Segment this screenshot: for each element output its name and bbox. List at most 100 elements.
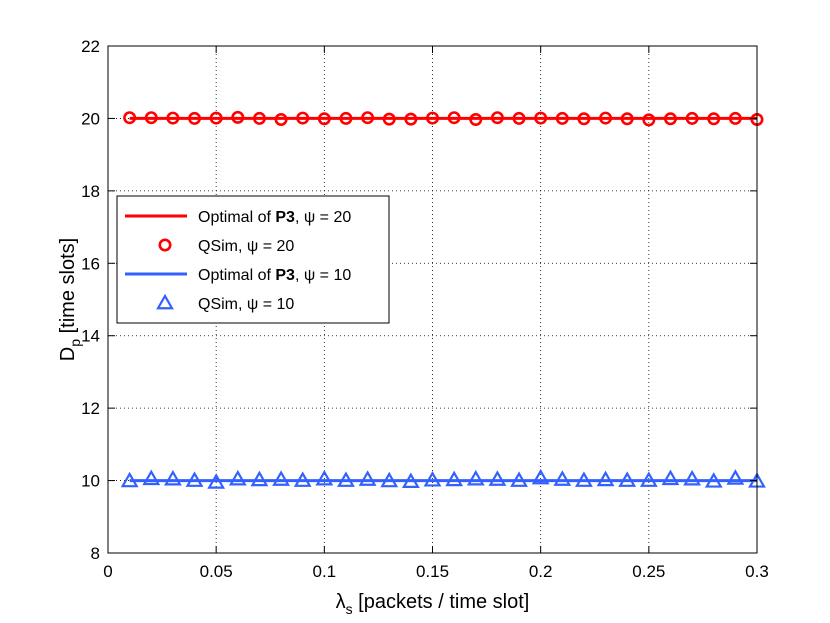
data-point-circle [663, 112, 677, 126]
data-point-triangle [683, 469, 701, 486]
data-point-circle [425, 111, 439, 125]
data-point-circle [123, 111, 137, 125]
tick-layer: 0 0.05 0.1 0.15 0.2 0.25 0.3 8 10 12 14 16 18 20 22 [81, 37, 769, 581]
data-point-triangle [445, 470, 464, 487]
legend-label-text: Optimal of [198, 209, 275, 226]
data-point-circle [447, 111, 461, 125]
legend-label: QSim, ψ = 20 [198, 238, 294, 255]
data-point-triangle [358, 470, 377, 486]
data-point-triangle [228, 469, 247, 486]
data-point-circle [685, 111, 699, 125]
x-tick-label: 0.1 [313, 562, 337, 581]
data-point-circle [252, 111, 266, 125]
data-point-triangle [466, 469, 485, 486]
data-point-circle [144, 111, 158, 125]
data-point-triangle [293, 471, 312, 487]
data-point-triangle [488, 470, 507, 486]
data-point-circle [728, 111, 742, 125]
data-point-circle [555, 111, 569, 125]
legend-circle-swatch [158, 238, 172, 252]
data-point-circle [382, 112, 396, 126]
data-point-triangle [250, 470, 269, 487]
data-point-circle [512, 111, 526, 125]
data-point-circle [209, 111, 223, 125]
data-point-triangle [380, 471, 399, 488]
legend-entry: QSim, ψ = 10 [156, 293, 294, 313]
legend-label-bold: P3 [275, 267, 295, 284]
y-tick-label: 8 [91, 544, 100, 563]
data-point-triangle [337, 471, 355, 487]
data-point-circle [274, 113, 288, 127]
data-point-circle [317, 112, 331, 126]
x-axis-label-symbol: λ [336, 591, 346, 613]
series-layer [120, 110, 766, 489]
legend-entry: Optimal of P3, ψ = 10 [125, 267, 351, 284]
y-tick-label: 10 [81, 472, 100, 491]
data-point-triangle [510, 471, 528, 487]
y-tick-label: 22 [81, 37, 100, 56]
data-point-triangle [164, 469, 182, 486]
data-point-circle [642, 113, 656, 127]
data-point-triangle [639, 471, 658, 487]
data-point-triangle [401, 472, 420, 489]
data-point-triangle [142, 469, 161, 486]
y-tick-label: 14 [81, 327, 100, 346]
x-axis-label-text: [packets / time slot] [353, 591, 530, 613]
y-tick-label: 12 [81, 399, 100, 418]
data-point-circle [188, 111, 202, 125]
x-tick-label: 0.25 [632, 562, 665, 581]
data-point-triangle [185, 471, 204, 487]
x-tick-label: 0.15 [416, 562, 449, 581]
data-point-triangle [315, 469, 334, 486]
legend-label-text: QSim, ψ = 10 [198, 296, 294, 313]
x-axis-label: λs [packets / time slot] [336, 591, 530, 617]
data-point-circle [577, 112, 591, 126]
data-point-triangle [120, 471, 139, 488]
data-point-circle [231, 110, 245, 124]
data-point-circle [296, 111, 310, 125]
data-point-circle [469, 113, 483, 127]
data-point-triangle [596, 470, 615, 487]
y-axis-label: Dp [time slots] [57, 238, 83, 361]
legend-label-text: Optimal of [198, 267, 275, 284]
data-point-triangle [207, 473, 226, 489]
data-point-triangle [423, 470, 442, 487]
legend-entry: Optimal of P3, ψ = 20 [125, 209, 351, 226]
data-point-triangle [272, 470, 290, 486]
data-point-triangle [553, 470, 572, 486]
x-tick-label: 0.05 [200, 562, 233, 581]
data-point-circle [490, 111, 504, 125]
data-point-circle [707, 112, 721, 126]
legend-label: Optimal of P3, ψ = 10 [198, 267, 351, 284]
data-point-circle [599, 111, 613, 125]
legend-label: QSim, ψ = 10 [198, 296, 294, 313]
y-tick-label: 20 [81, 109, 100, 128]
legend-label-suffix: , ψ = 20 [295, 209, 351, 226]
data-point-circle [620, 112, 634, 126]
series-1 [123, 110, 764, 127]
data-point-triangle [531, 468, 550, 485]
x-axis-label-subscript: s [346, 601, 353, 617]
y-tick-label: 18 [81, 182, 100, 201]
legend-label-bold: P3 [275, 209, 295, 226]
data-point-circle [534, 111, 548, 125]
y-axis-label-subscript: p [67, 339, 83, 347]
data-point-triangle [704, 472, 723, 488]
data-point-circle [361, 111, 375, 125]
data-point-circle [166, 111, 180, 125]
y-axis-label-text: [time slots] [57, 238, 79, 339]
y-tick-label: 16 [81, 254, 100, 273]
data-point-triangle [618, 471, 637, 487]
legend-triangle-swatch [156, 293, 174, 310]
series-3 [120, 468, 766, 489]
data-point-circle [339, 111, 353, 125]
data-point-triangle [661, 469, 680, 486]
data-point-circle [404, 112, 418, 126]
x-tick-label: 0.2 [529, 562, 553, 581]
x-tick-label: 0.3 [745, 562, 769, 581]
legend-label-text: QSim, ψ = 20 [198, 238, 294, 255]
legend-label: Optimal of P3, ψ = 20 [198, 209, 351, 226]
data-point-triangle [726, 469, 745, 485]
